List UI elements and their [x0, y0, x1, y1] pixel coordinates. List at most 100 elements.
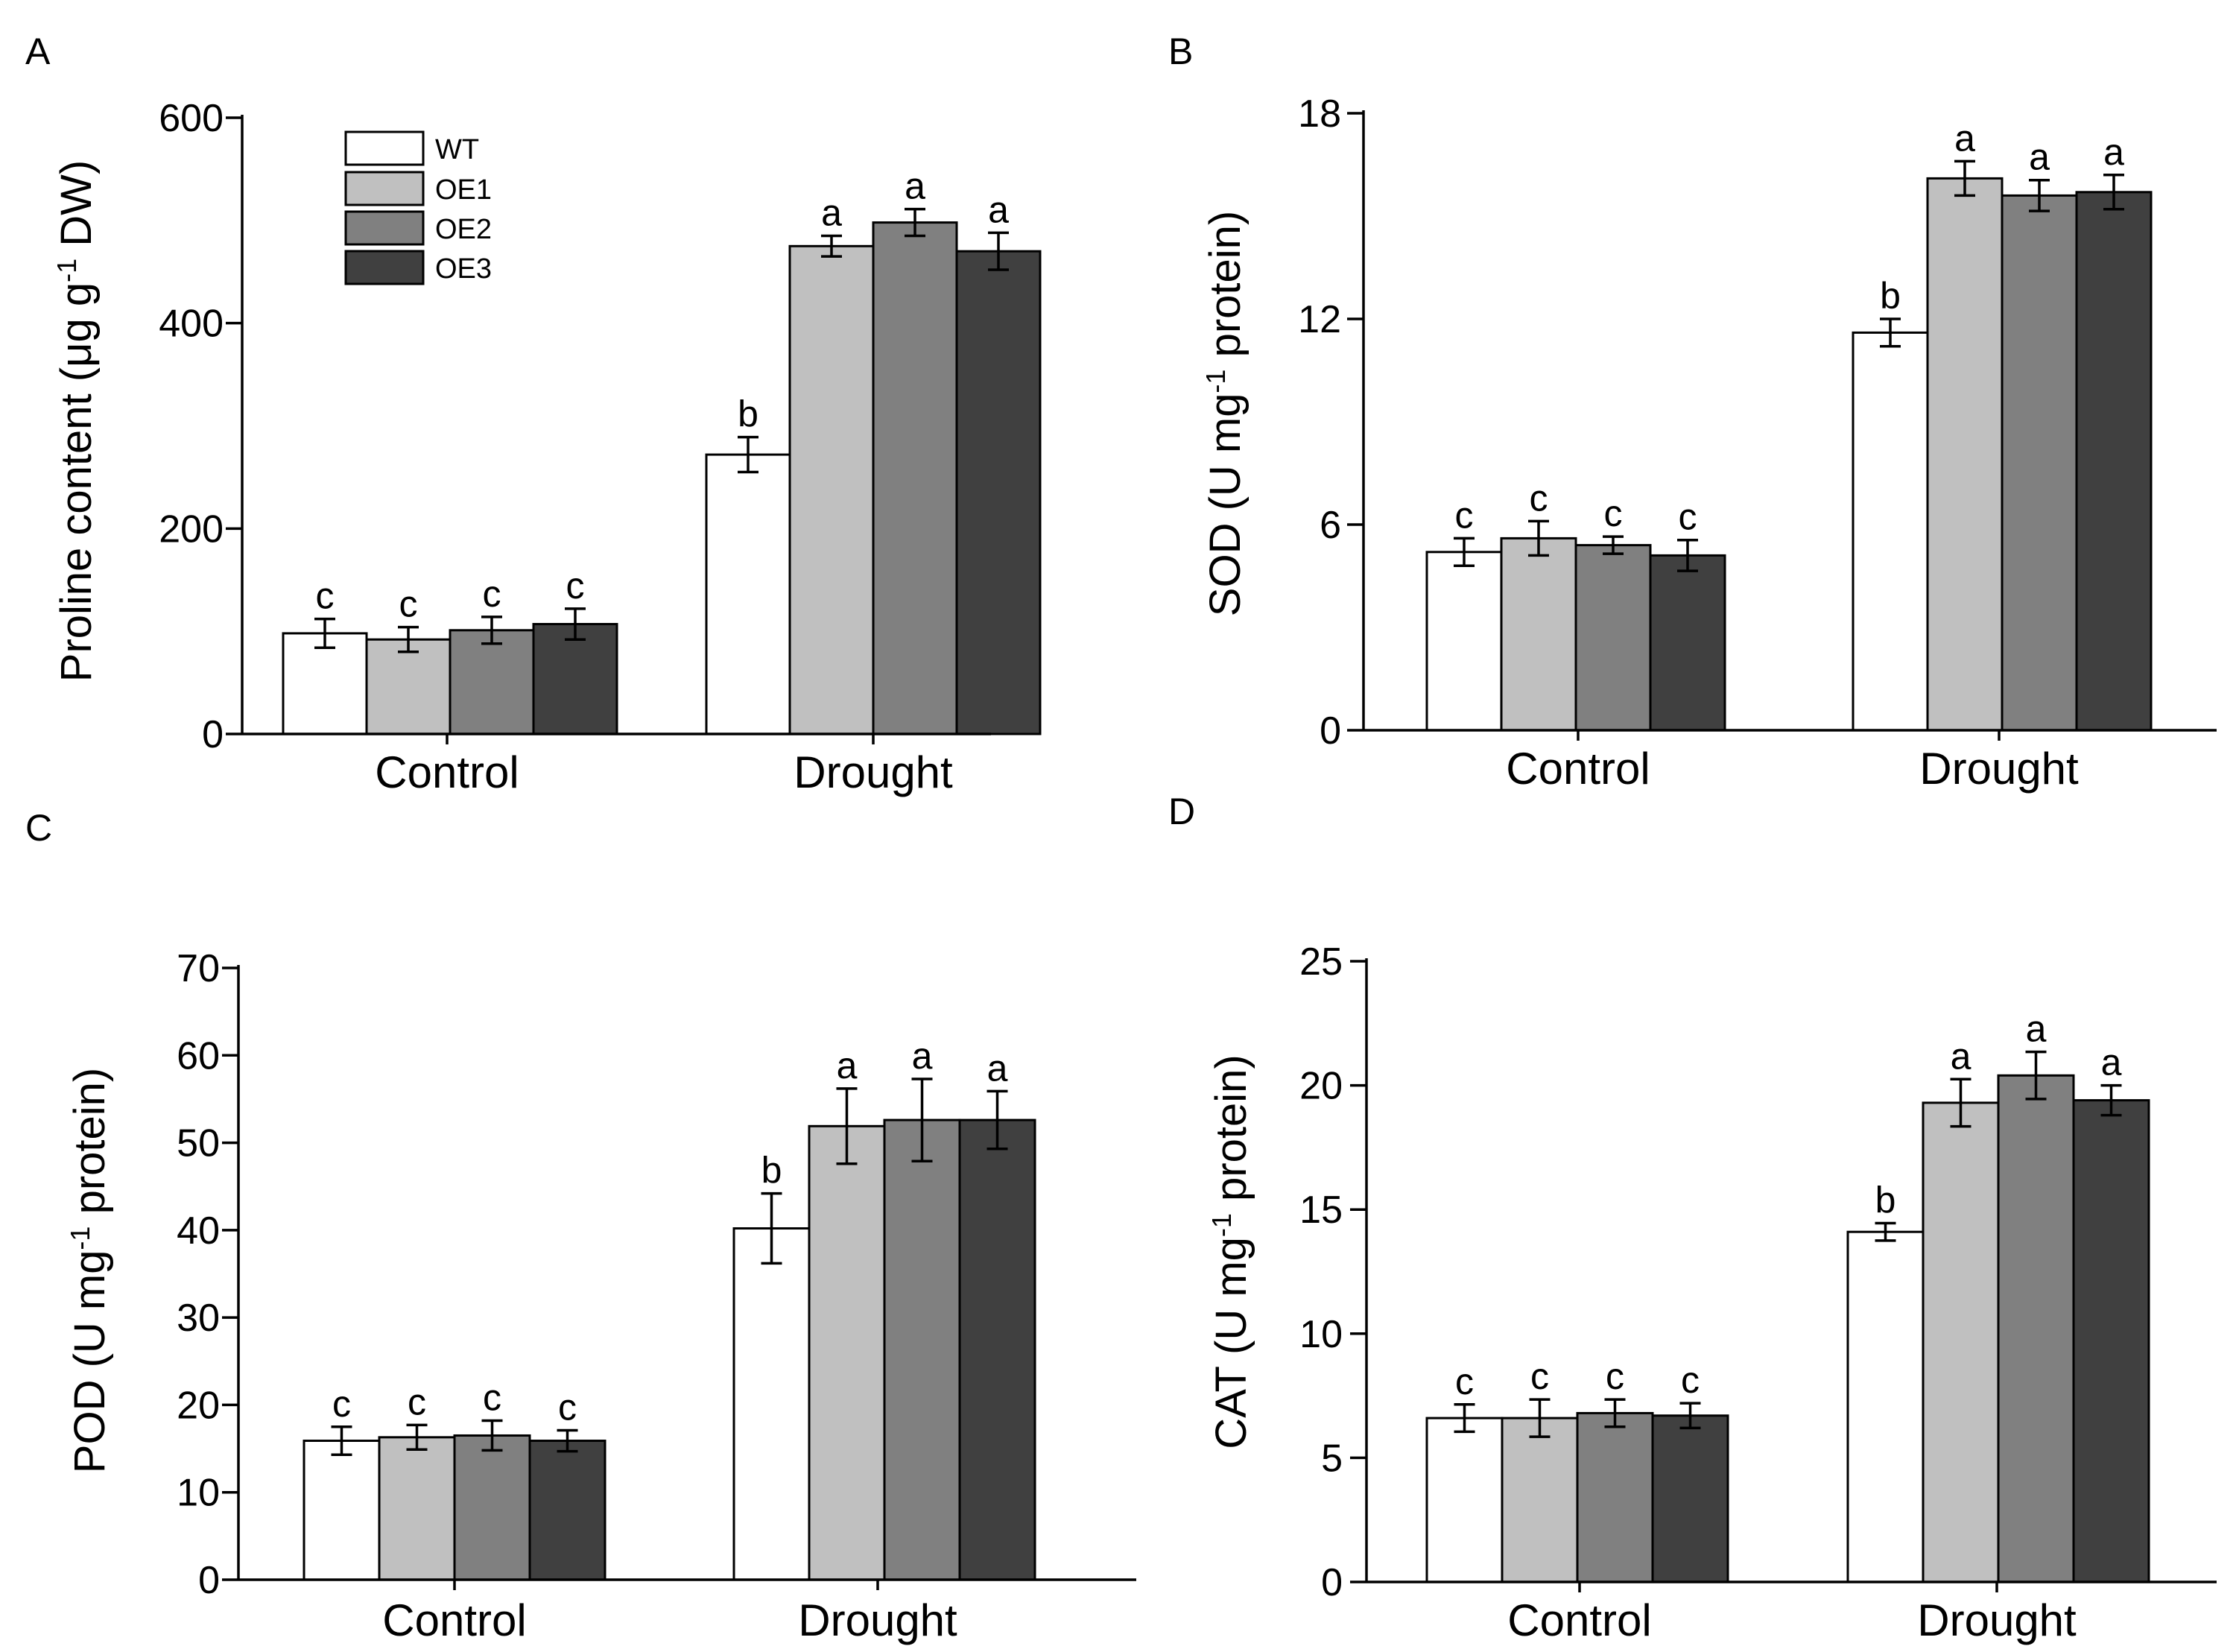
significance-letter: c — [1455, 1361, 1474, 1402]
error-bar — [988, 231, 1009, 271]
bar-wt-control — [282, 632, 368, 735]
error-bar — [1677, 538, 1698, 572]
y-tick-label: 20 — [177, 1384, 220, 1427]
error-bar — [1880, 317, 1901, 348]
significance-letter: c — [1530, 477, 1548, 519]
legend-entry: OE2 — [344, 210, 492, 246]
significance-letter: a — [1954, 117, 1975, 159]
significance-letter: a — [2026, 1008, 2047, 1050]
significance-letter: c — [483, 1377, 501, 1419]
x-category-label: Control — [1506, 744, 1650, 794]
error-bar — [1604, 1398, 1626, 1428]
significance-letter: a — [2101, 1042, 2122, 1083]
significance-letter: a — [1951, 1035, 1971, 1077]
y-axis-title: CAT (U mg-1 protein) — [1206, 1054, 1255, 1449]
panel-letter: A — [25, 31, 51, 72]
panel-letter: D — [1168, 791, 1195, 832]
bar-wt-drought — [1846, 1230, 1925, 1583]
y-tick-label: 600 — [159, 97, 224, 140]
error-bar — [481, 615, 502, 645]
bar-oe3-drought — [958, 1118, 1036, 1581]
bar-oe1-drought — [808, 1124, 886, 1581]
significance-letter: c — [1530, 1355, 1549, 1397]
error-bar — [1950, 1077, 1971, 1128]
x-category-label: Control — [382, 1595, 526, 1645]
significance-letter: c — [1455, 494, 1474, 536]
bar-oe2-drought — [2001, 194, 2078, 732]
y-tick-label: 200 — [159, 507, 224, 551]
bar-oe2-drought — [883, 1118, 961, 1581]
significance-letter: c — [1681, 1359, 1700, 1401]
bar-wt-drought — [732, 1227, 811, 1581]
y-tick-label: 0 — [1321, 1561, 1343, 1604]
x-category-label: Control — [375, 747, 519, 797]
error-bar — [1954, 159, 1975, 197]
significance-letter: c — [566, 565, 585, 607]
bar-oe2-control — [453, 1434, 531, 1581]
error-bar — [565, 607, 586, 641]
error-bar — [1603, 535, 1624, 555]
error-bar — [398, 625, 419, 653]
significance-letter: c — [408, 1381, 426, 1422]
x-category-label: Drought — [1919, 744, 2079, 794]
panel-d-chart: D CAT (U mg-1 protein) c b c a c a c a 0 5 10 15 20 2… — [1168, 791, 2217, 1645]
significance-letter: b — [1880, 275, 1901, 317]
significance-letter: c — [558, 1386, 577, 1428]
bar-oe3-drought — [2072, 1099, 2150, 1583]
significance-letter: b — [761, 1150, 782, 1191]
bar-oe3-control — [1651, 1414, 1729, 1583]
y-axis-title: Proline content (μg g-1 DW) — [51, 160, 101, 682]
significance-letter: a — [2103, 131, 2124, 173]
bar-wt-control — [1425, 551, 1503, 732]
bar-wt-control — [1425, 1417, 1504, 1583]
y-tick-label: 5 — [1321, 1437, 1343, 1480]
bar-oe1-control — [1501, 1417, 1579, 1583]
significance-letter: c — [483, 573, 501, 615]
significance-letter: a — [987, 1047, 1008, 1089]
bar-oe1-control — [1500, 537, 1577, 732]
bar-oe1-drought — [1922, 1101, 2000, 1583]
y-axis-title: SOD (U mg-1 protein) — [1200, 211, 1250, 616]
y-tick-label: 60 — [177, 1034, 220, 1077]
y-tick-label: 0 — [198, 1559, 220, 1602]
error-bar — [1529, 1398, 1551, 1438]
bar-oe2-drought — [1997, 1074, 2075, 1583]
y-tick-label: 12 — [1298, 298, 1341, 341]
significance-letter: b — [738, 393, 758, 435]
legend-label: OE3 — [435, 253, 492, 285]
error-bar — [1679, 1402, 1701, 1430]
error-bar — [2100, 1083, 2122, 1117]
error-bar — [557, 1428, 578, 1453]
y-tick-label: 50 — [177, 1122, 220, 1165]
error-bar — [331, 1425, 352, 1457]
error-bar — [761, 1191, 782, 1265]
error-bar — [481, 1419, 503, 1452]
y-tick-label: 40 — [177, 1209, 220, 1253]
error-bar — [2029, 178, 2050, 212]
bar-oe2-control — [1576, 1411, 1654, 1583]
panel-a-chart: A Proline content (μg g-1 DW) c b c a c a c a 0 2… — [25, 31, 1042, 797]
error-bar — [314, 617, 335, 649]
y-tick-label: 30 — [177, 1297, 220, 1340]
significance-letter: a — [837, 1045, 858, 1086]
bar-oe3-control — [1649, 554, 1726, 732]
y-tick-label: 18 — [1298, 92, 1341, 136]
y-tick-label: 0 — [202, 713, 224, 756]
significance-letter: a — [821, 192, 842, 234]
error-bar — [1528, 519, 1549, 557]
panel-b-chart: B SOD (U mg-1 protein) c b c a c a c a 0 6 12 18 Con… — [1168, 31, 2217, 794]
panel-letter: B — [1168, 31, 1193, 72]
bar-oe3-control — [532, 623, 618, 735]
error-bar — [905, 207, 925, 238]
bar-oe2-control — [1574, 544, 1652, 732]
significance-letter: c — [316, 575, 335, 617]
x-category-label: Drought — [794, 747, 953, 797]
legend-entry: OE1 — [344, 171, 492, 206]
error-bar — [1454, 537, 1475, 567]
legend-label: OE2 — [435, 214, 492, 245]
y-tick-label: 25 — [1299, 940, 1343, 984]
significance-letter: c — [332, 1383, 351, 1425]
error-bar — [1454, 1403, 1475, 1434]
significance-letter: a — [988, 189, 1009, 230]
